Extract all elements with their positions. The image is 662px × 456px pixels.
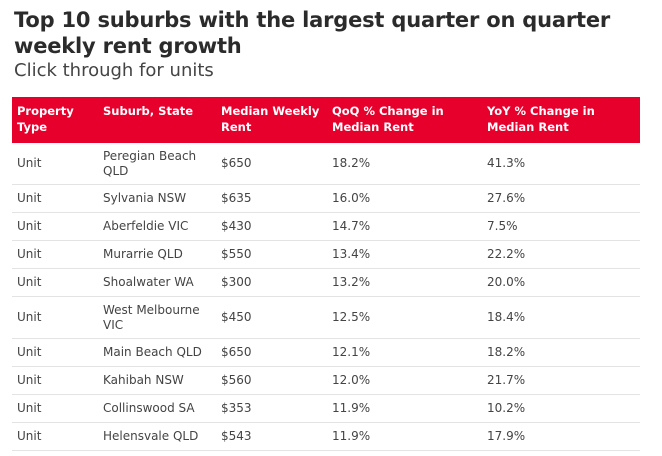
yoy-change-cell: 18.4% — [482, 296, 640, 339]
table-row: Unit Shoalwater WA $300 13.2% 20.0% — [12, 268, 640, 297]
qoq-change-cell: 12.1% — [327, 338, 482, 367]
suburb-cell: Main Beach QLD — [98, 338, 216, 367]
table-body: Unit Peregian Beach QLD $650 18.2% 41.3% Unit… — [12, 143, 640, 451]
median-rent-cell: $635 — [216, 184, 327, 213]
property-type-cell: Unit — [12, 240, 98, 269]
table-header-row: Property Type Suburb, State Median Weekl… — [12, 97, 640, 143]
property-type-cell: Unit — [12, 296, 98, 339]
median-rent-cell: $550 — [216, 240, 327, 269]
column-header-property-type: Property Type — [17, 104, 74, 134]
column-header-yoy-change: YoY % Change in Median Rent — [487, 104, 595, 134]
suburb-cell: Shoalwater WA — [98, 268, 216, 297]
chart-subtitle: Click through for units — [14, 60, 214, 81]
suburb-cell: Helensvale QLD — [98, 422, 216, 451]
qoq-change-cell: 12.0% — [327, 366, 482, 395]
qoq-change-cell: 11.9% — [327, 422, 482, 451]
column-header-qoq-change: QoQ % Change in Median Rent — [332, 104, 444, 134]
median-rent-cell: $650 — [216, 143, 327, 185]
rent-growth-table: Property Type Suburb, State Median Weekl… — [12, 97, 640, 451]
table-row: Unit West Melbourne VIC $450 12.5% 18.4% — [12, 296, 640, 339]
table-row: Unit Murarrie QLD $550 13.4% 22.2% — [12, 240, 640, 269]
suburb-cell: Sylvania NSW — [98, 184, 216, 213]
suburb-cell: Peregian Beach QLD — [98, 143, 216, 185]
qoq-change-cell: 11.9% — [327, 394, 482, 423]
yoy-change-cell: 27.6% — [482, 184, 640, 213]
column-header-suburb-state: Suburb, State — [103, 104, 194, 118]
yoy-change-cell: 20.0% — [482, 268, 640, 297]
qoq-change-cell: 12.5% — [327, 296, 482, 339]
property-type-cell: Unit — [12, 394, 98, 423]
median-rent-cell: $353 — [216, 394, 327, 423]
column-header-median-weekly-rent: Median Weekly Rent — [221, 104, 320, 134]
yoy-change-cell: 7.5% — [482, 212, 640, 241]
median-rent-cell: $450 — [216, 296, 327, 339]
suburb-cell: Murarrie QLD — [98, 240, 216, 269]
qoq-change-cell: 13.4% — [327, 240, 482, 269]
table-row: Unit Collinswood SA $353 11.9% 10.2% — [12, 394, 640, 423]
median-rent-cell: $650 — [216, 338, 327, 367]
table-row: Unit Aberfeldie VIC $430 14.7% 7.5% — [12, 212, 640, 241]
table-row: Unit Helensvale QLD $543 11.9% 17.9% — [12, 422, 640, 451]
property-type-cell: Unit — [12, 184, 98, 213]
property-type-cell: Unit — [12, 366, 98, 395]
median-rent-cell: $560 — [216, 366, 327, 395]
yoy-change-cell: 10.2% — [482, 394, 640, 423]
suburb-cell: Collinswood SA — [98, 394, 216, 423]
qoq-change-cell: 13.2% — [327, 268, 482, 297]
table-row: Unit Kahibah NSW $560 12.0% 21.7% — [12, 366, 640, 395]
property-type-cell: Unit — [12, 268, 98, 297]
property-type-cell: Unit — [12, 212, 98, 241]
yoy-change-cell: 41.3% — [482, 143, 640, 185]
qoq-change-cell: 18.2% — [327, 143, 482, 185]
chart-title: Top 10 suburbs with the largest quarter … — [14, 8, 611, 58]
suburb-cell: Kahibah NSW — [98, 366, 216, 395]
property-type-cell: Unit — [12, 338, 98, 367]
median-rent-cell: $300 — [216, 268, 327, 297]
yoy-change-cell: 18.2% — [482, 338, 640, 367]
qoq-change-cell: 16.0% — [327, 184, 482, 213]
property-type-cell: Unit — [12, 422, 98, 451]
suburb-cell: Aberfeldie VIC — [98, 212, 216, 241]
yoy-change-cell: 21.7% — [482, 366, 640, 395]
table-row: Unit Sylvania NSW $635 16.0% 27.6% — [12, 184, 640, 213]
table-row: Unit Main Beach QLD $650 12.1% 18.2% — [12, 338, 640, 367]
yoy-change-cell: 17.9% — [482, 422, 640, 451]
suburb-cell: West Melbourne VIC — [98, 296, 216, 339]
median-rent-cell: $430 — [216, 212, 327, 241]
qoq-change-cell: 14.7% — [327, 212, 482, 241]
median-rent-cell: $543 — [216, 422, 327, 451]
table-row: Unit Peregian Beach QLD $650 18.2% 41.3% — [12, 143, 640, 185]
property-type-cell: Unit — [12, 143, 98, 185]
yoy-change-cell: 22.2% — [482, 240, 640, 269]
